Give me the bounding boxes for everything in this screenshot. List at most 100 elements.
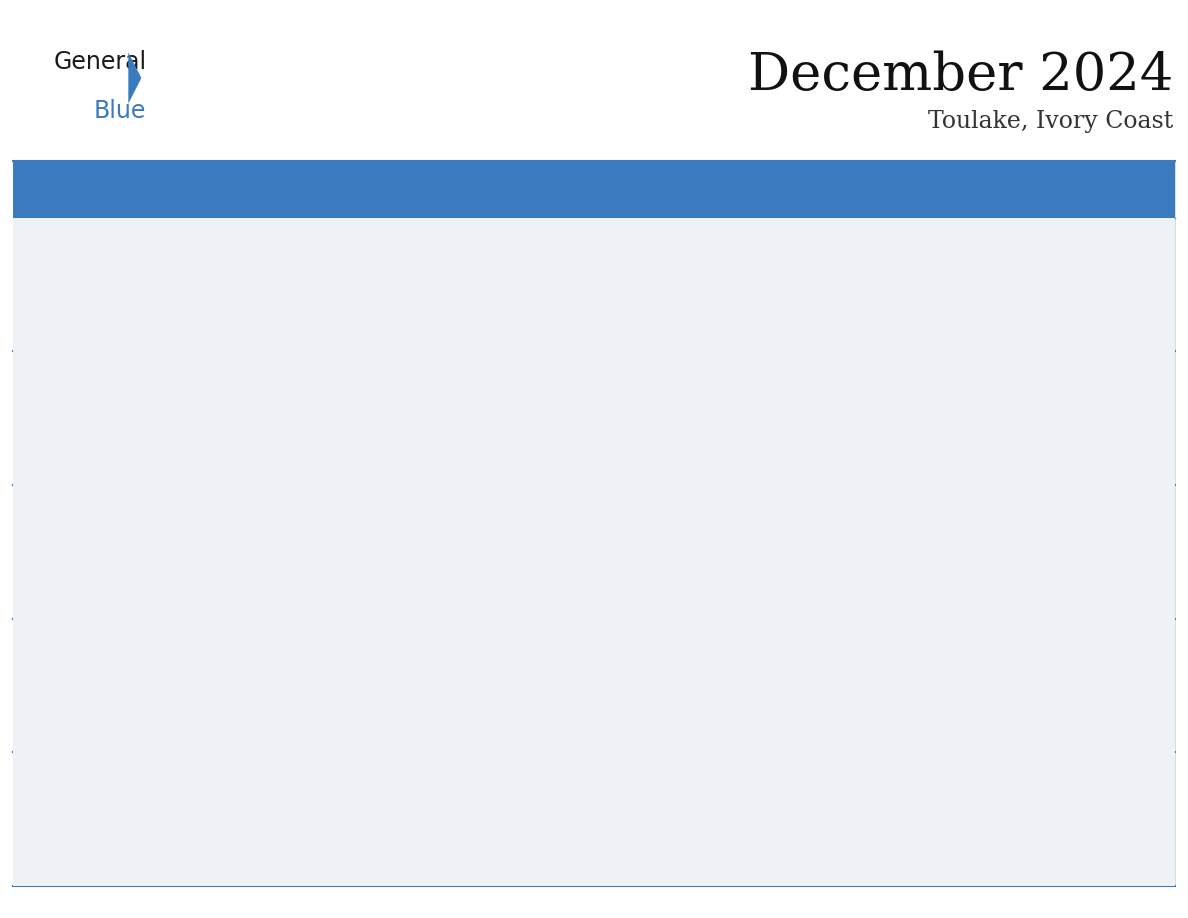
Text: Daylight: 11 hours: Daylight: 11 hours bbox=[189, 568, 298, 581]
Text: 29: 29 bbox=[23, 763, 45, 781]
Text: Sunset: 6:15 PM: Sunset: 6:15 PM bbox=[687, 277, 782, 290]
Text: Daylight: 11 hours: Daylight: 11 hours bbox=[687, 301, 796, 314]
Text: 17: 17 bbox=[354, 496, 378, 514]
Text: 5: 5 bbox=[687, 229, 699, 247]
Text: and 51 minutes.: and 51 minutes. bbox=[1018, 591, 1114, 604]
Text: and 51 minutes.: and 51 minutes. bbox=[687, 725, 783, 738]
Text: and 51 minutes.: and 51 minutes. bbox=[354, 859, 451, 872]
Text: Sunset: 6:14 PM: Sunset: 6:14 PM bbox=[189, 277, 284, 290]
Text: and 51 minutes.: and 51 minutes. bbox=[23, 725, 119, 738]
Text: and 52 minutes.: and 52 minutes. bbox=[23, 458, 119, 471]
Text: 6: 6 bbox=[853, 229, 864, 247]
Text: Sunset: 6:18 PM: Sunset: 6:18 PM bbox=[853, 411, 948, 424]
Text: Daylight: 11 hours: Daylight: 11 hours bbox=[1018, 434, 1129, 447]
Text: Sunrise: 6:23 AM: Sunrise: 6:23 AM bbox=[687, 254, 786, 267]
Text: 1: 1 bbox=[23, 229, 34, 247]
Text: Sunday: Sunday bbox=[23, 180, 91, 198]
Text: Daylight: 11 hours: Daylight: 11 hours bbox=[189, 835, 298, 848]
Text: 23: 23 bbox=[189, 630, 211, 647]
Text: Daylight: 11 hours: Daylight: 11 hours bbox=[354, 701, 465, 715]
Text: Sunset: 6:18 PM: Sunset: 6:18 PM bbox=[520, 411, 617, 424]
Text: Sunset: 6:20 PM: Sunset: 6:20 PM bbox=[354, 544, 450, 558]
Text: Sunset: 6:16 PM: Sunset: 6:16 PM bbox=[1018, 277, 1114, 290]
Text: Sunset: 6:24 PM: Sunset: 6:24 PM bbox=[520, 678, 617, 691]
Text: Wednesday: Wednesday bbox=[520, 180, 628, 198]
Text: 11: 11 bbox=[520, 363, 543, 380]
Text: Sunset: 6:26 PM: Sunset: 6:26 PM bbox=[1018, 678, 1114, 691]
Text: and 51 minutes.: and 51 minutes. bbox=[520, 725, 617, 738]
Text: Sunrise: 6:30 AM: Sunrise: 6:30 AM bbox=[853, 521, 953, 534]
Text: Daylight: 11 hours: Daylight: 11 hours bbox=[354, 434, 465, 447]
Text: 20: 20 bbox=[853, 496, 876, 514]
Text: and 51 minutes.: and 51 minutes. bbox=[520, 458, 617, 471]
Text: 12: 12 bbox=[687, 363, 709, 380]
Text: Sunset: 6:16 PM: Sunset: 6:16 PM bbox=[23, 411, 118, 424]
Text: and 51 minutes.: and 51 minutes. bbox=[520, 591, 617, 604]
Text: and 52 minutes.: and 52 minutes. bbox=[354, 324, 451, 337]
Text: Daylight: 11 hours: Daylight: 11 hours bbox=[189, 701, 298, 715]
Text: Daylight: 11 hours: Daylight: 11 hours bbox=[687, 701, 796, 715]
Text: Daylight: 11 hours: Daylight: 11 hours bbox=[1018, 568, 1129, 581]
Text: Sunrise: 6:24 AM: Sunrise: 6:24 AM bbox=[1018, 254, 1119, 267]
Text: Sunset: 6:18 PM: Sunset: 6:18 PM bbox=[687, 411, 782, 424]
Text: Sunset: 6:17 PM: Sunset: 6:17 PM bbox=[189, 411, 284, 424]
Text: 15: 15 bbox=[23, 496, 45, 514]
Text: General: General bbox=[53, 50, 146, 74]
Text: 3: 3 bbox=[354, 229, 366, 247]
Text: and 52 minutes.: and 52 minutes. bbox=[853, 324, 949, 337]
Text: Sunrise: 6:26 AM: Sunrise: 6:26 AM bbox=[520, 387, 621, 400]
Text: Daylight: 11 hours: Daylight: 11 hours bbox=[1018, 301, 1129, 314]
Text: and 51 minutes.: and 51 minutes. bbox=[354, 591, 451, 604]
Text: and 51 minutes.: and 51 minutes. bbox=[687, 458, 783, 471]
Text: Sunrise: 6:34 AM: Sunrise: 6:34 AM bbox=[853, 655, 953, 668]
Text: 4: 4 bbox=[520, 229, 532, 247]
Text: Sunrise: 6:35 AM: Sunrise: 6:35 AM bbox=[23, 789, 122, 801]
Text: Sunrise: 6:25 AM: Sunrise: 6:25 AM bbox=[354, 387, 455, 400]
Text: Daylight: 11 hours: Daylight: 11 hours bbox=[520, 301, 630, 314]
Text: Toulake, Ivory Coast: Toulake, Ivory Coast bbox=[929, 110, 1174, 133]
Text: 2: 2 bbox=[189, 229, 200, 247]
Text: Daylight: 11 hours: Daylight: 11 hours bbox=[853, 434, 962, 447]
Text: Sunset: 6:17 PM: Sunset: 6:17 PM bbox=[354, 411, 450, 424]
Text: Sunrise: 6:22 AM: Sunrise: 6:22 AM bbox=[520, 254, 621, 267]
Text: Sunrise: 6:29 AM: Sunrise: 6:29 AM bbox=[520, 521, 621, 534]
Text: Sunrise: 6:35 AM: Sunrise: 6:35 AM bbox=[354, 789, 455, 801]
Text: Sunset: 6:25 PM: Sunset: 6:25 PM bbox=[853, 678, 948, 691]
Text: Daylight: 11 hours: Daylight: 11 hours bbox=[23, 568, 132, 581]
Text: Sunset: 6:23 PM: Sunset: 6:23 PM bbox=[189, 678, 284, 691]
Text: and 51 minutes.: and 51 minutes. bbox=[1018, 458, 1114, 471]
Text: Sunrise: 6:30 AM: Sunrise: 6:30 AM bbox=[687, 521, 786, 534]
Text: Daylight: 11 hours: Daylight: 11 hours bbox=[354, 568, 465, 581]
Text: Sunrise: 6:29 AM: Sunrise: 6:29 AM bbox=[354, 521, 455, 534]
Text: Daylight: 11 hours: Daylight: 11 hours bbox=[520, 701, 630, 715]
Text: Sunrise: 6:22 AM: Sunrise: 6:22 AM bbox=[189, 254, 289, 267]
Text: 13: 13 bbox=[853, 363, 876, 380]
Text: 16: 16 bbox=[189, 496, 211, 514]
Text: Sunset: 6:14 PM: Sunset: 6:14 PM bbox=[354, 277, 450, 290]
Text: Sunrise: 6:28 AM: Sunrise: 6:28 AM bbox=[23, 521, 122, 534]
Text: Daylight: 11 hours: Daylight: 11 hours bbox=[23, 434, 132, 447]
Text: Sunset: 6:19 PM: Sunset: 6:19 PM bbox=[1018, 411, 1114, 424]
Text: Thursday: Thursday bbox=[687, 180, 773, 198]
Text: 30: 30 bbox=[189, 763, 211, 781]
Text: Sunset: 6:14 PM: Sunset: 6:14 PM bbox=[23, 277, 118, 290]
Text: and 51 minutes.: and 51 minutes. bbox=[189, 859, 285, 872]
Text: 24: 24 bbox=[354, 630, 378, 647]
Text: 25: 25 bbox=[520, 630, 544, 647]
Text: and 51 minutes.: and 51 minutes. bbox=[853, 725, 949, 738]
Text: and 51 minutes.: and 51 minutes. bbox=[687, 591, 783, 604]
Text: Sunset: 6:15 PM: Sunset: 6:15 PM bbox=[520, 277, 617, 290]
Text: Sunset: 6:21 PM: Sunset: 6:21 PM bbox=[687, 544, 782, 558]
Text: and 51 minutes.: and 51 minutes. bbox=[23, 591, 119, 604]
Text: Sunset: 6:19 PM: Sunset: 6:19 PM bbox=[23, 544, 118, 558]
Text: Sunrise: 6:27 AM: Sunrise: 6:27 AM bbox=[1018, 387, 1119, 400]
Text: 18: 18 bbox=[520, 496, 543, 514]
Text: Sunrise: 6:32 AM: Sunrise: 6:32 AM bbox=[189, 655, 289, 668]
Text: 22: 22 bbox=[23, 630, 45, 647]
Text: Sunset: 6:26 PM: Sunset: 6:26 PM bbox=[23, 812, 118, 825]
Text: Daylight: 11 hours: Daylight: 11 hours bbox=[23, 301, 132, 314]
Text: Sunrise: 6:32 AM: Sunrise: 6:32 AM bbox=[354, 655, 455, 668]
Text: Daylight: 11 hours: Daylight: 11 hours bbox=[687, 568, 796, 581]
Text: Daylight: 11 hours: Daylight: 11 hours bbox=[853, 568, 962, 581]
Text: and 52 minutes.: and 52 minutes. bbox=[1018, 324, 1114, 337]
